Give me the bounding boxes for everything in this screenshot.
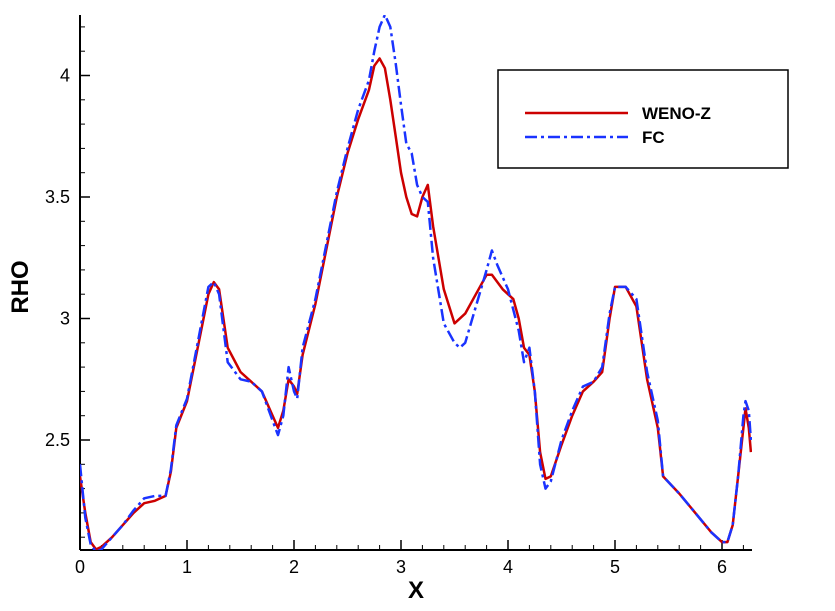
y-ticks: 2.5 3 3.5 4 bbox=[45, 26, 90, 538]
legend-label-weno-z: WENO-Z bbox=[642, 104, 711, 123]
x-tick-label: 1 bbox=[182, 557, 192, 577]
y-tick-label: 3 bbox=[60, 309, 70, 329]
plot-frame bbox=[79, 15, 752, 551]
x-tick-label: 4 bbox=[503, 557, 513, 577]
legend-label-fc: FC bbox=[642, 128, 665, 147]
legend-box bbox=[497, 69, 789, 169]
x-axis-label: X bbox=[408, 577, 424, 604]
series-layer bbox=[80, 15, 752, 550]
x-tick-label: 3 bbox=[396, 557, 406, 577]
legend: WENO-Z FC bbox=[497, 69, 789, 169]
x-tick-label: 6 bbox=[717, 557, 727, 577]
x-tick-label: 0 bbox=[75, 557, 85, 577]
y-tick-label: 3.5 bbox=[45, 187, 70, 207]
x-tick-label: 2 bbox=[289, 557, 299, 577]
x-tick-label: 5 bbox=[610, 557, 620, 577]
y-tick-label: 4 bbox=[60, 66, 70, 86]
y-axis-label: RHO bbox=[7, 260, 34, 313]
y-tick-label: 2.5 bbox=[45, 430, 70, 450]
series-line-fc bbox=[80, 15, 752, 550]
x-ticks: 0 1 2 3 4 5 6 bbox=[75, 540, 744, 577]
